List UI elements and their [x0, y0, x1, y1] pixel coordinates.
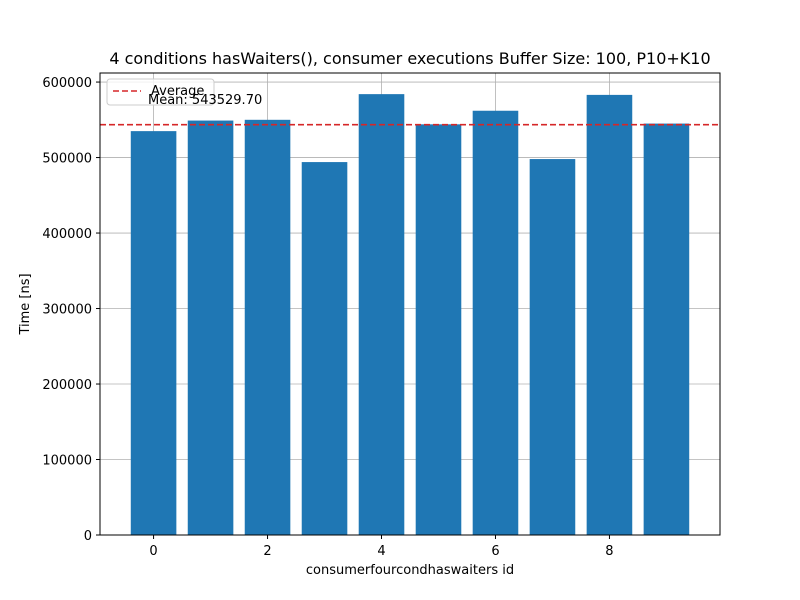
x-axis-label: consumerfourcondhaswaiters id: [306, 563, 514, 578]
x-tick-label: 0: [149, 544, 157, 559]
x-tick-label: 8: [605, 544, 613, 559]
y-tick-label: 300000: [42, 303, 92, 318]
bar: [472, 110, 519, 536]
x-tick-label: 6: [491, 544, 499, 559]
y-tick-label: 0: [84, 529, 92, 544]
bar: [244, 119, 291, 535]
bar: [358, 94, 405, 535]
bar: [130, 131, 177, 536]
chart-title: 4 conditions hasWaiters(), consumer exec…: [109, 49, 710, 68]
bars: [130, 94, 690, 536]
axis-ticks: 0 2 4 6 8 0 100000 200000 300000 400000 500000 6000…: [42, 76, 613, 559]
bar: [643, 123, 690, 535]
legend-average-label: Average: [151, 84, 204, 99]
y-tick-label: 200000: [42, 378, 92, 393]
bar: [529, 159, 576, 535]
legend: Average: [106, 78, 215, 106]
bar: [187, 120, 234, 535]
plot-frame: [99, 72, 721, 536]
x-tick-label: 4: [377, 544, 385, 559]
bar: [415, 124, 462, 535]
bar: [301, 162, 348, 535]
y-tick-label: 500000: [42, 152, 92, 167]
legend-box: [106, 78, 215, 106]
y-tick-label: 100000: [42, 454, 92, 469]
y-tick-label: 600000: [42, 76, 92, 91]
y-axis-label: Time [ns]: [18, 273, 33, 335]
x-tick-label: 2: [263, 544, 271, 559]
bar: [586, 94, 633, 536]
y-tick-label: 400000: [42, 227, 92, 242]
mean-annotation: Mean: 543529.70: [148, 93, 262, 108]
